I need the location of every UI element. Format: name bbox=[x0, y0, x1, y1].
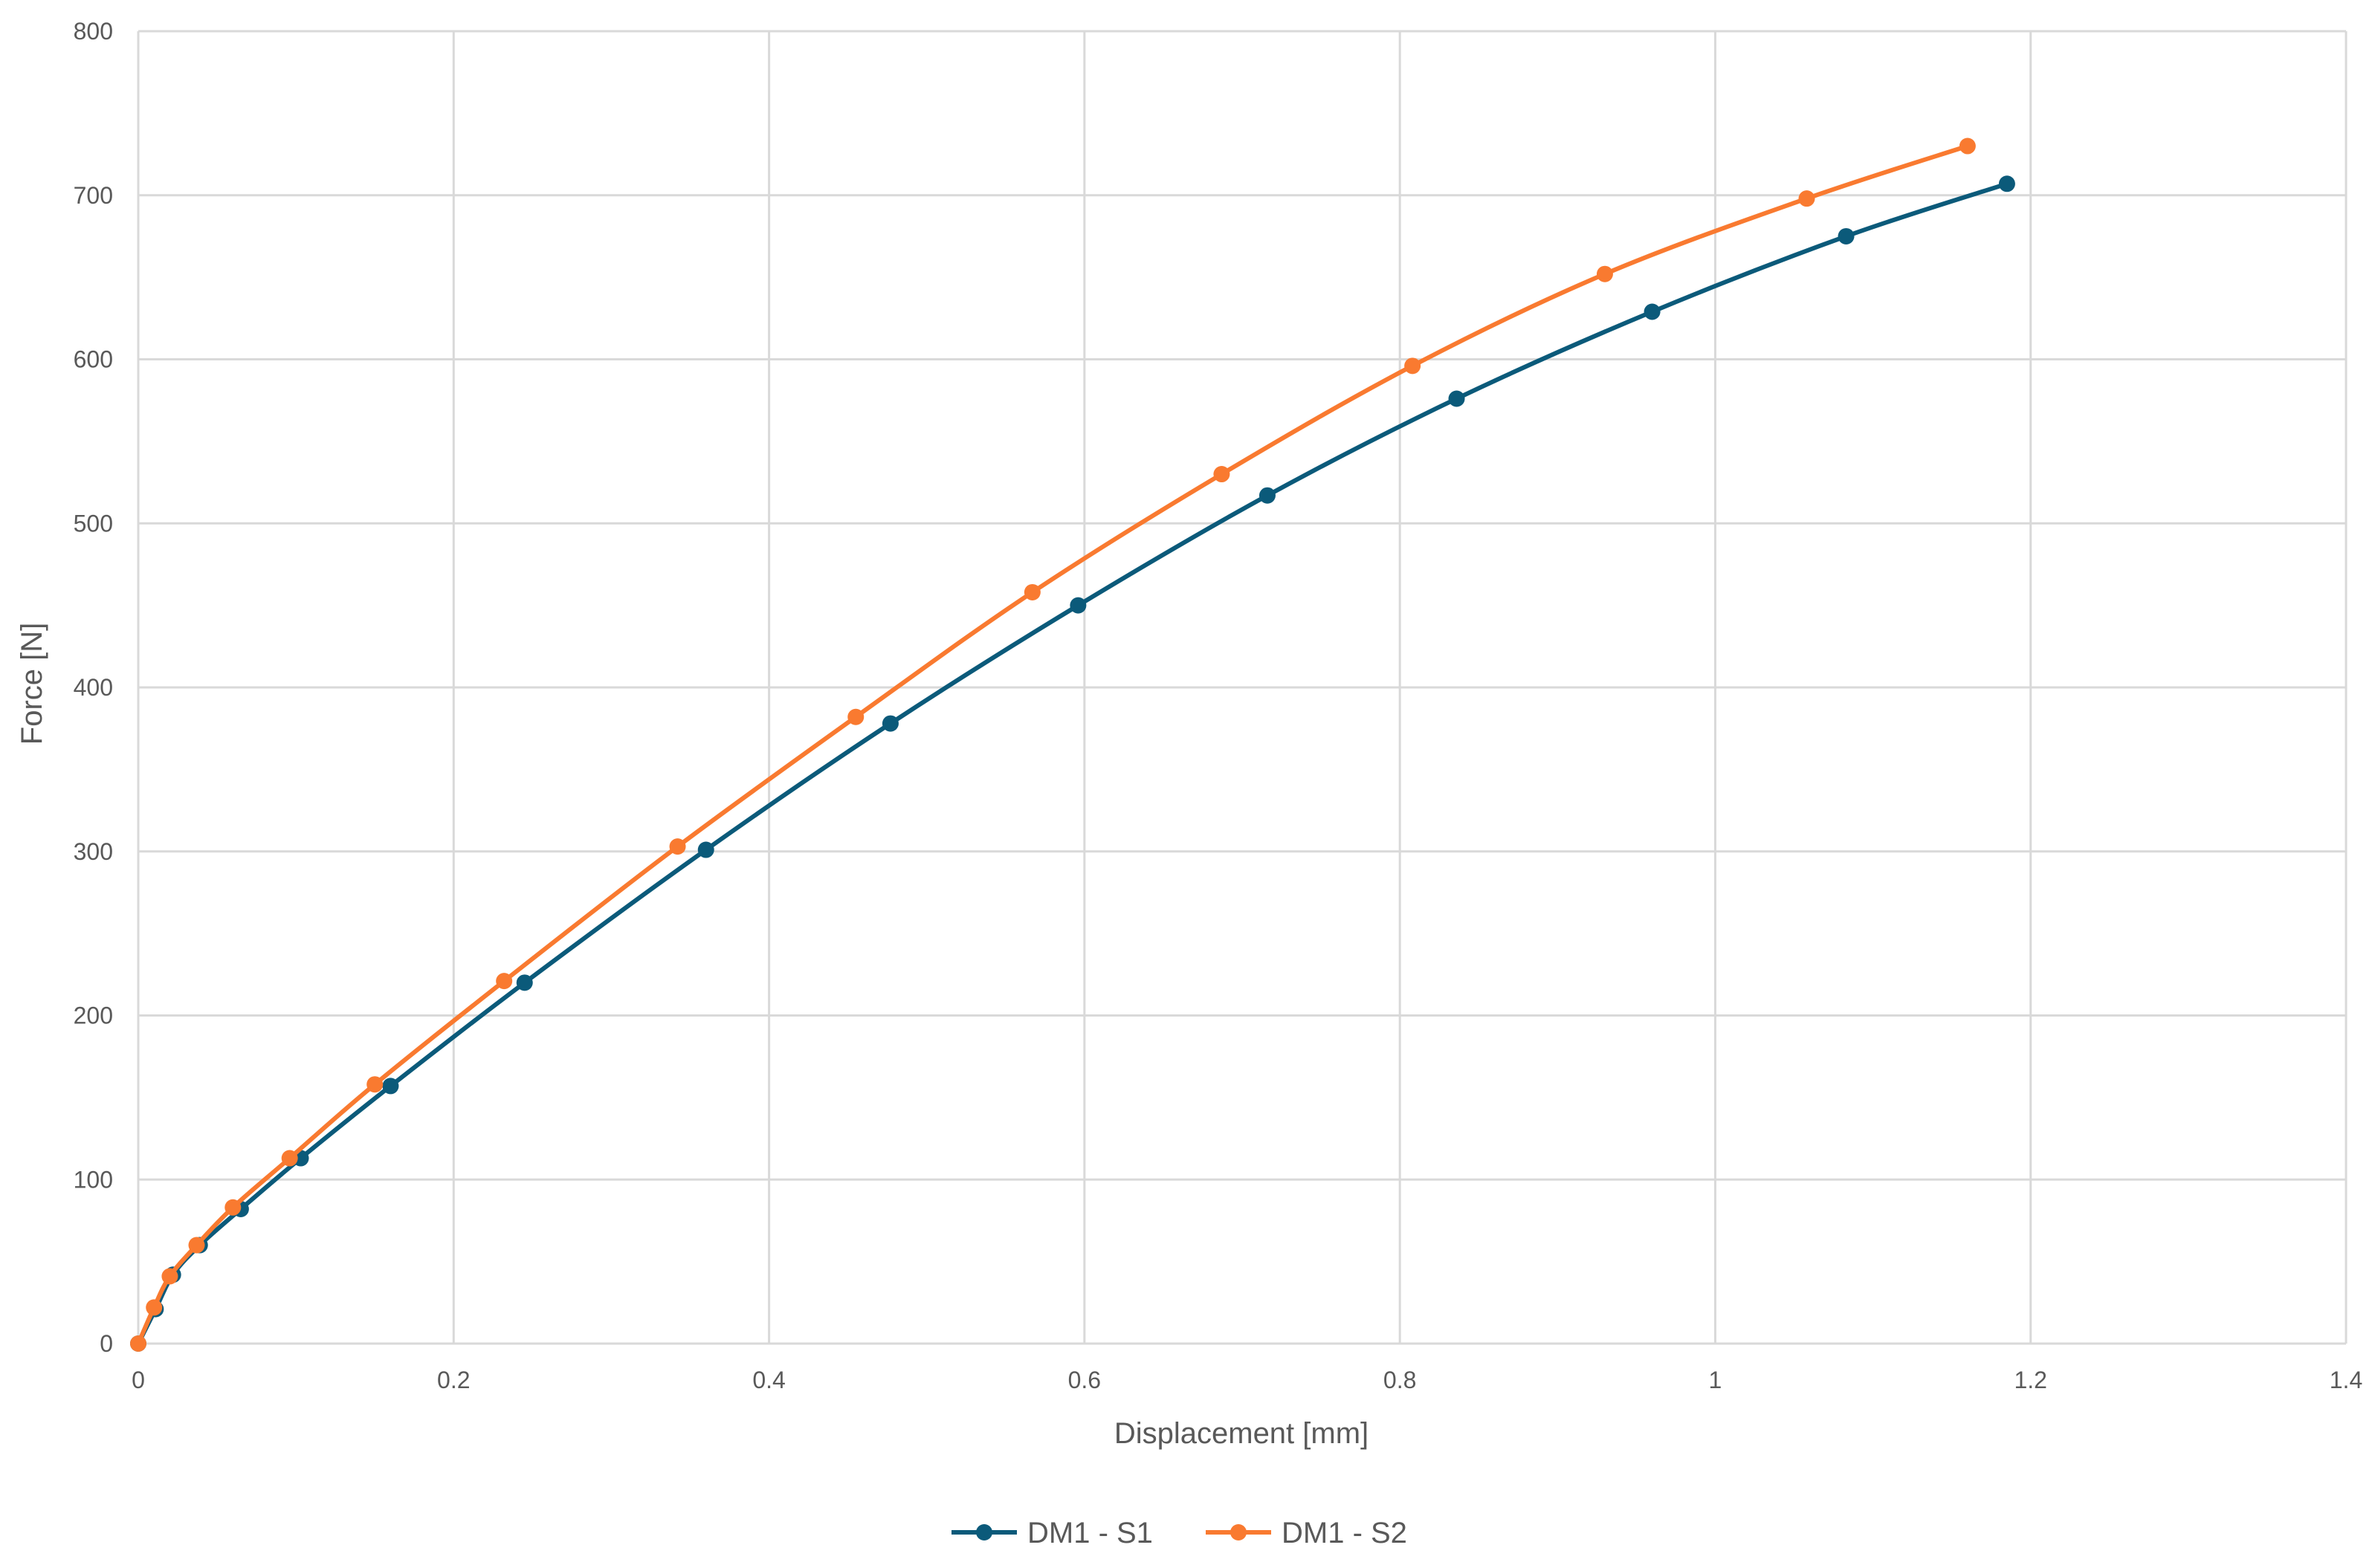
tick-labels: 0 0.2 0.4 0.6 0.8 1 1.2 1.4 0 100 200 300 400 500 600 7… bbox=[74, 18, 2363, 1393]
data-point bbox=[161, 1268, 178, 1285]
y-tick-label: 400 bbox=[74, 674, 113, 701]
x-tick-label: 0 bbox=[132, 1367, 145, 1393]
x-tick-label: 0.6 bbox=[1068, 1367, 1101, 1393]
legend: DM1 - S1 DM1 - S2 bbox=[951, 1517, 1407, 1549]
data-point bbox=[281, 1150, 298, 1167]
x-tick-label: 1 bbox=[1709, 1367, 1722, 1393]
data-point bbox=[847, 708, 865, 725]
y-tick-label: 0 bbox=[100, 1330, 113, 1357]
legend-marker bbox=[1230, 1524, 1247, 1541]
data-point bbox=[146, 1299, 163, 1316]
legend-item: DM1 - S2 bbox=[1206, 1517, 1407, 1549]
legend-item: DM1 - S1 bbox=[951, 1517, 1153, 1549]
y-tick-label: 700 bbox=[74, 182, 113, 209]
series-line bbox=[136, 143, 1968, 1345]
data-point bbox=[1448, 390, 1465, 407]
y-tick-label: 100 bbox=[74, 1166, 113, 1193]
gridlines bbox=[137, 30, 2348, 1345]
legend-label: DM1 - S1 bbox=[1027, 1517, 1153, 1549]
data-point bbox=[1213, 466, 1230, 483]
data-point bbox=[669, 838, 686, 855]
y-tick-label: 600 bbox=[74, 346, 113, 373]
x-tick-label: 0.4 bbox=[752, 1367, 785, 1393]
data-point bbox=[1596, 265, 1613, 282]
legend-label: DM1 - S2 bbox=[1282, 1517, 1407, 1549]
data-point bbox=[130, 1335, 146, 1352]
data-point bbox=[882, 715, 899, 732]
x-tick-label: 1.4 bbox=[2330, 1367, 2362, 1393]
y-tick-label: 800 bbox=[74, 18, 113, 45]
x-tick-label: 0.8 bbox=[1383, 1367, 1416, 1393]
y-tick-label: 500 bbox=[74, 510, 113, 537]
x-tick-label: 1.2 bbox=[2014, 1367, 2046, 1393]
series-line bbox=[136, 181, 2008, 1345]
data-point bbox=[496, 973, 513, 990]
x-axis-title: Displacement [mm] bbox=[1114, 1417, 1369, 1450]
data-point bbox=[1070, 597, 1087, 614]
series-layer bbox=[130, 137, 2015, 1352]
x-tick-label: 0.2 bbox=[437, 1367, 470, 1393]
y-axis-title: Force [N] bbox=[16, 623, 48, 745]
data-point bbox=[1644, 303, 1661, 320]
data-point bbox=[382, 1078, 399, 1095]
series-1 bbox=[130, 175, 2015, 1352]
data-point bbox=[1998, 175, 2015, 192]
data-point bbox=[516, 974, 533, 991]
data-point bbox=[1259, 487, 1276, 504]
data-point bbox=[1959, 137, 1976, 155]
legend-marker bbox=[976, 1524, 992, 1541]
data-point bbox=[1838, 227, 1855, 244]
y-tick-label: 300 bbox=[74, 838, 113, 865]
data-point bbox=[366, 1076, 384, 1093]
series-2 bbox=[130, 137, 1976, 1352]
data-point bbox=[1798, 190, 1815, 207]
data-point bbox=[188, 1237, 205, 1254]
data-point bbox=[697, 841, 714, 858]
data-point bbox=[1024, 583, 1041, 600]
data-point bbox=[1404, 357, 1421, 375]
y-tick-label: 200 bbox=[74, 1002, 113, 1029]
data-point bbox=[224, 1199, 242, 1216]
